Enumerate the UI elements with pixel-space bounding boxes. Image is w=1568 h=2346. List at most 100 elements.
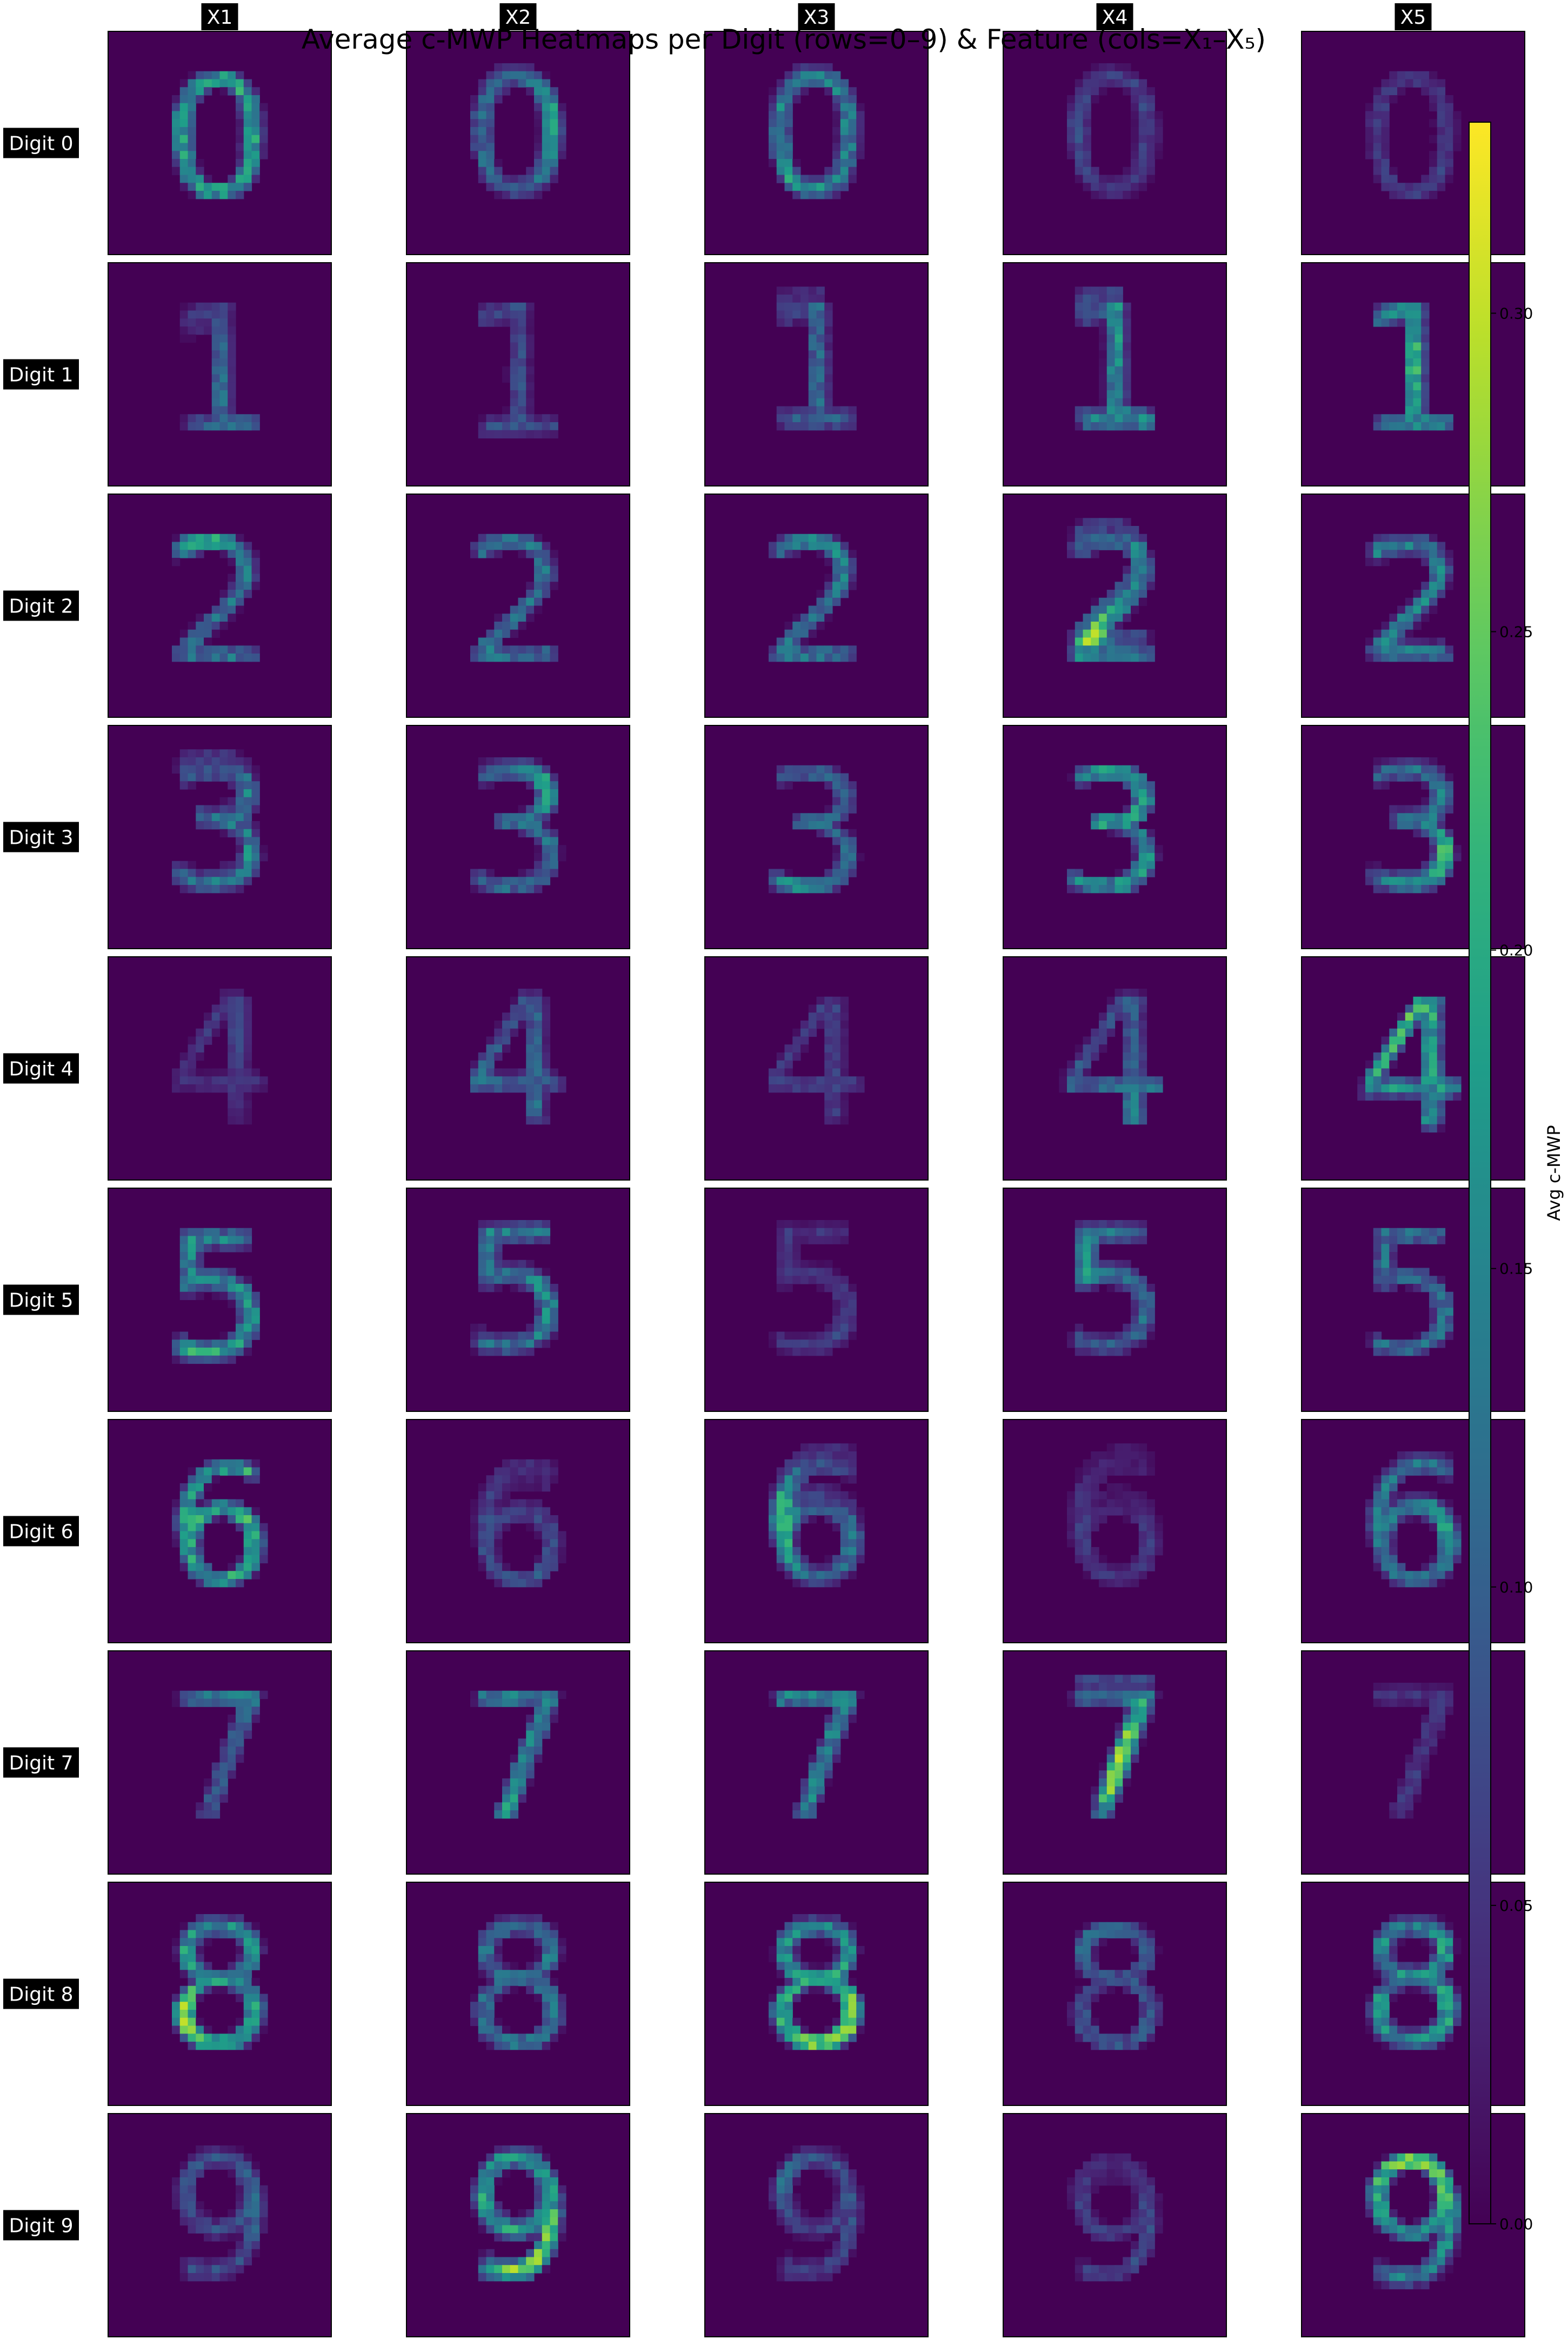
heatmap-pixels: [172, 2145, 268, 2282]
heatmap-pixels: [1365, 1228, 1453, 1356]
column-headers: X1 X2 X3 X4 X5: [201, 3, 1432, 30]
heatmap-pixels: [769, 534, 857, 662]
heatmap-pixels: [172, 1690, 268, 1819]
heatmap-pixels: [172, 534, 260, 662]
heatmap-background: [1301, 956, 1525, 1181]
heatmap-pixels: [1365, 534, 1453, 662]
heatmap-pixels: [172, 749, 268, 894]
colorbar-tick-label: 0.20: [1499, 942, 1533, 959]
row-label-text: Digit 8: [9, 1984, 73, 2006]
heatmap-background: [108, 1419, 332, 1643]
heatmap-pixels: [769, 1220, 857, 1356]
row-label-digit-4: Digit 4: [3, 1053, 79, 1084]
heatmap-pixels: [1067, 1443, 1163, 1588]
heatmap-cell-digit7-x5: [1301, 1650, 1525, 1875]
heatmap-cell-digit5-x2: [406, 1188, 630, 1412]
heatmap-cell-digit7-x2: [406, 1650, 630, 1875]
colorbar-tick-label: 0.30: [1499, 304, 1533, 322]
column-header-x1: X1: [201, 3, 238, 30]
heatmap-pixels: [172, 1228, 260, 1364]
colorbar-tick-label: 0.10: [1499, 1578, 1533, 1596]
heatmap-cell-digit5-x1: [108, 1188, 332, 1412]
heatmap-pixels: [172, 1459, 268, 1588]
heatmap-cell-digit8-x4: [1003, 1882, 1227, 2106]
row-label-text: Digit 2: [9, 596, 73, 618]
heatmap-cell-digit8-x5: [1301, 1882, 1525, 2106]
heatmap-pixels: [1365, 1914, 1462, 2050]
heatmap-pixels: [769, 1690, 865, 1819]
heatmap-pixels: [470, 989, 566, 1125]
heatmap-pixels: [769, 63, 865, 199]
heatmap-pixels: [1357, 996, 1462, 1133]
heatmap-cell-digit7-x1: [108, 1650, 332, 1875]
heatmap-cell-digit1-x5: [1301, 262, 1525, 486]
heatmap-cell-digit0-x2: [406, 31, 630, 255]
column-header-x4: X4: [1096, 3, 1133, 30]
heatmap-pixels: [470, 534, 558, 662]
heatmap-cell-digit2-x5: [1301, 494, 1525, 718]
column-header-label: X5: [1400, 6, 1426, 29]
heatmap-cell-digit9-x1: [108, 2113, 332, 2337]
heatmap-cell-digit9-x5: [1301, 2113, 1525, 2337]
row-label-digit-2: Digit 2: [3, 590, 79, 621]
heatmap-cell-digit6-x2: [406, 1419, 630, 1643]
heatmap-pixels: [1067, 1922, 1163, 2050]
column-header-label: X1: [207, 6, 233, 29]
heatmap-cell-digit4-x1: [108, 956, 332, 1181]
heatmap-pixels: [478, 302, 558, 439]
column-header-label: X2: [505, 6, 531, 29]
heatmap-cell-digit4-x4: [1003, 956, 1227, 1181]
row-labels: Digit 0 Digit 1 Digit 2 Digit 3 Digit 4 Digit…: [3, 128, 79, 2241]
row-label-digit-9: Digit 9: [3, 2210, 79, 2241]
heatmap-pixels: [1067, 1220, 1155, 1356]
heatmap-pixels: [1067, 63, 1163, 199]
heatmap-cell-digit2-x2: [406, 494, 630, 718]
row-label-text: Digit 1: [9, 364, 73, 386]
heatmap-pixels: [1067, 765, 1163, 894]
heatmap-cell-digit1-x2: [406, 262, 630, 486]
column-header-x5: X5: [1394, 3, 1432, 30]
heatmap-pixels: [776, 286, 857, 431]
heatmap-pixels: [769, 765, 865, 894]
heatmap-cell-digit8-x2: [406, 1882, 630, 2106]
column-header-x2: X2: [499, 3, 537, 30]
heatmap-pixels: [470, 1690, 566, 1819]
heatmap-pixels: [1067, 2153, 1163, 2282]
heatmap-pixels: [470, 757, 566, 894]
heatmap-background: [704, 956, 929, 1181]
heatmap-cell-digit0-x5: [1301, 31, 1525, 255]
heatmap-pixels: [1365, 1451, 1462, 1588]
heatmap-cell-digit0-x1: [108, 31, 332, 255]
row-label-text: Digit 6: [9, 1521, 73, 1543]
heatmap-pixels: [769, 996, 865, 1125]
heatmap-cell-digit3-x1: [108, 725, 332, 949]
row-label-digit-8: Digit 8: [3, 1978, 79, 2009]
heatmap-pixels: [769, 1914, 865, 2050]
heatmap-pixels: [1373, 302, 1453, 431]
heatmap-pixels: [470, 1220, 558, 1356]
row-label-digit-7: Digit 7: [3, 1747, 79, 1778]
heatmap-pixels: [1365, 757, 1462, 894]
row-label-text: Digit 9: [9, 2215, 73, 2237]
heatmap-cell-digit6-x3: [704, 1419, 929, 1643]
heatmap-cell-digit5-x4: [1003, 1188, 1227, 1412]
heatmap-pixels: [769, 1443, 865, 1588]
colorbar-tick-label: 0.15: [1499, 1260, 1533, 1278]
heatmap-cell-digit2-x3: [704, 494, 929, 718]
chart-title: Average c-MWP Heatmaps per Digit (rows=0…: [302, 24, 1266, 55]
colorbar-tick-label: 0.25: [1499, 623, 1533, 641]
heatmap-cell-digit5-x5: [1301, 1188, 1525, 1412]
heatmap-cell-digit3-x4: [1003, 725, 1227, 949]
heatmap-cell-digit3-x2: [406, 725, 630, 949]
row-label-text: Digit 4: [9, 1058, 73, 1081]
heatmap-cell-digit6-x1: [108, 1419, 332, 1643]
heatmap-cell-digit2-x1: [108, 494, 332, 718]
heatmap-cell-digit4-x2: [406, 956, 630, 1181]
colorbar-label: Avg c-MWP: [1544, 1125, 1564, 1221]
row-label-digit-6: Digit 6: [3, 1516, 79, 1547]
heatmap-background: [1301, 1188, 1525, 1412]
heatmap-cell-digit4-x3: [704, 956, 929, 1181]
row-label-text: Digit 5: [9, 1290, 73, 1312]
heatmap-cell-digit5-x3: [704, 1188, 929, 1412]
colorbar: 0.00 0.05 0.10 0.15 0.20 0.25 0.30 Avg c-MWP: [1469, 122, 1564, 2233]
